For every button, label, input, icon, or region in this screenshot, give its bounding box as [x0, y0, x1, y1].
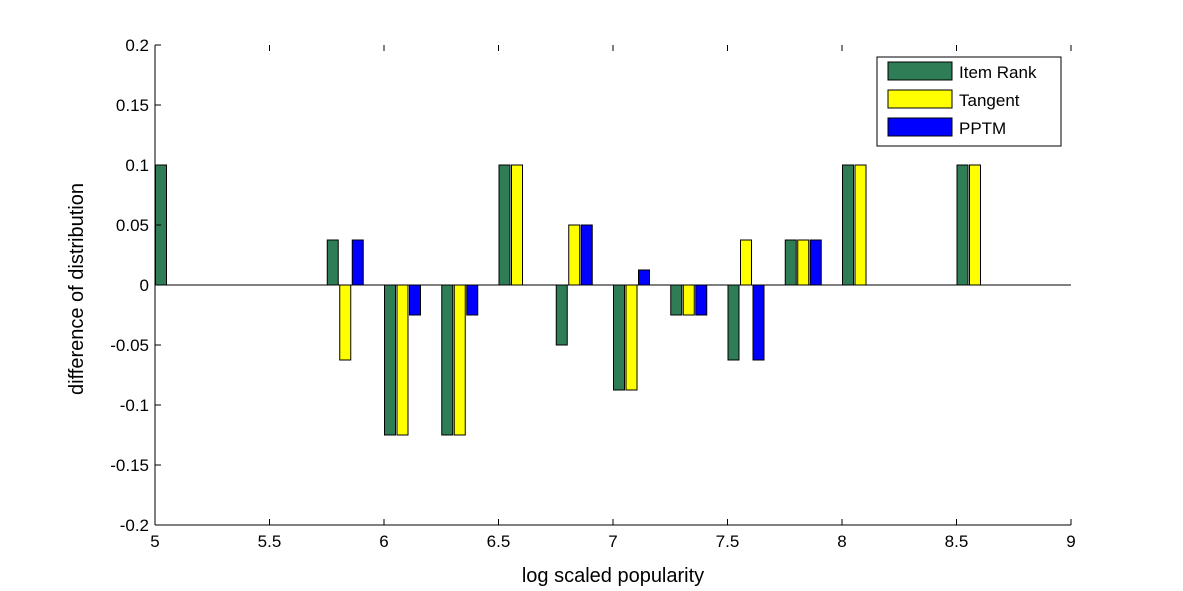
bar-pptm-5 [466, 284, 479, 316]
bar-item-rank-3 [326, 239, 339, 286]
y-tick-label: 0 [140, 276, 149, 295]
legend: Item Rank Tangent PPTM [876, 56, 1062, 147]
bar-tangent-5 [453, 284, 466, 436]
bar-tangent-8 [625, 284, 638, 391]
y-tick-label: -0.05 [110, 336, 149, 355]
x-tick-label: 5.5 [258, 532, 282, 551]
legend-label: Tangent [959, 91, 1020, 110]
bar-item-rank-7 [555, 284, 568, 346]
x-tick-label: 8 [837, 532, 846, 551]
y-tick-label: -0.1 [120, 396, 149, 415]
x-tick-label: 7.5 [716, 532, 740, 551]
bar-pptm-7 [580, 224, 593, 286]
bar-tangent-6 [511, 164, 523, 286]
bar-tangent-7 [568, 224, 581, 286]
bar-pptm-11 [809, 239, 822, 286]
bar-item-rank-12 [842, 164, 854, 286]
bar-pptm-3 [351, 239, 364, 286]
y-axis-label: difference of distribution [66, 183, 88, 395]
x-tick-label: 8.5 [945, 532, 969, 551]
bar-tangent-4 [396, 284, 409, 436]
y-ticks-group: 0.2 0.15 0.1 0.05 0 -0.05 -0.1 -0.15 -0.2 [110, 36, 161, 535]
bar-pptm-9 [695, 284, 708, 316]
bar-tangent-10 [740, 239, 752, 286]
bar-item-rank-9 [670, 284, 683, 316]
bar-item-rank-5 [441, 284, 454, 436]
legend-label: PPTM [959, 119, 1006, 138]
x-tick-label: 6 [379, 532, 388, 551]
bar-pptm-4 [409, 284, 421, 316]
y-tick-label: -0.2 [120, 516, 149, 535]
bar-pptm-8 [638, 269, 650, 286]
legend-swatch-pptm [887, 117, 953, 137]
y-tick-label: 0.2 [125, 36, 149, 55]
bar-item-rank-14 [956, 164, 969, 286]
bar-item-rank-8 [613, 284, 625, 391]
bar-tangent-3 [339, 284, 352, 361]
bar-item-rank-4 [384, 284, 396, 436]
y-tick-label: 0.15 [116, 96, 149, 115]
bar-item-rank-10 [727, 284, 740, 361]
bar-item-rank-11 [784, 239, 797, 286]
y-tick-label: 0.1 [125, 156, 149, 175]
bar-pptm-10 [752, 284, 765, 361]
x-ticks-group: 5 5.5 6 6.5 7 7.5 8 8.5 9 [150, 45, 1076, 551]
bar-tangent-12 [854, 164, 867, 286]
x-tick-label: 6.5 [487, 532, 511, 551]
x-axis-label: log scaled popularity [522, 565, 704, 587]
legend-swatch-tangent [887, 89, 953, 109]
y-tick-label: -0.15 [110, 456, 149, 475]
bar-tangent-11 [797, 239, 810, 286]
x-tick-label: 7 [608, 532, 617, 551]
x-tick-label: 9 [1066, 532, 1075, 551]
bar-item-rank-6 [498, 164, 511, 286]
x-tick-label: 5 [150, 532, 159, 551]
legend-swatch-item-rank [887, 61, 953, 81]
y-tick-label: 0.05 [116, 216, 149, 235]
bar-tangent-14 [969, 164, 981, 286]
bar-tangent-9 [682, 284, 695, 316]
legend-label: Item Rank [959, 63, 1037, 82]
